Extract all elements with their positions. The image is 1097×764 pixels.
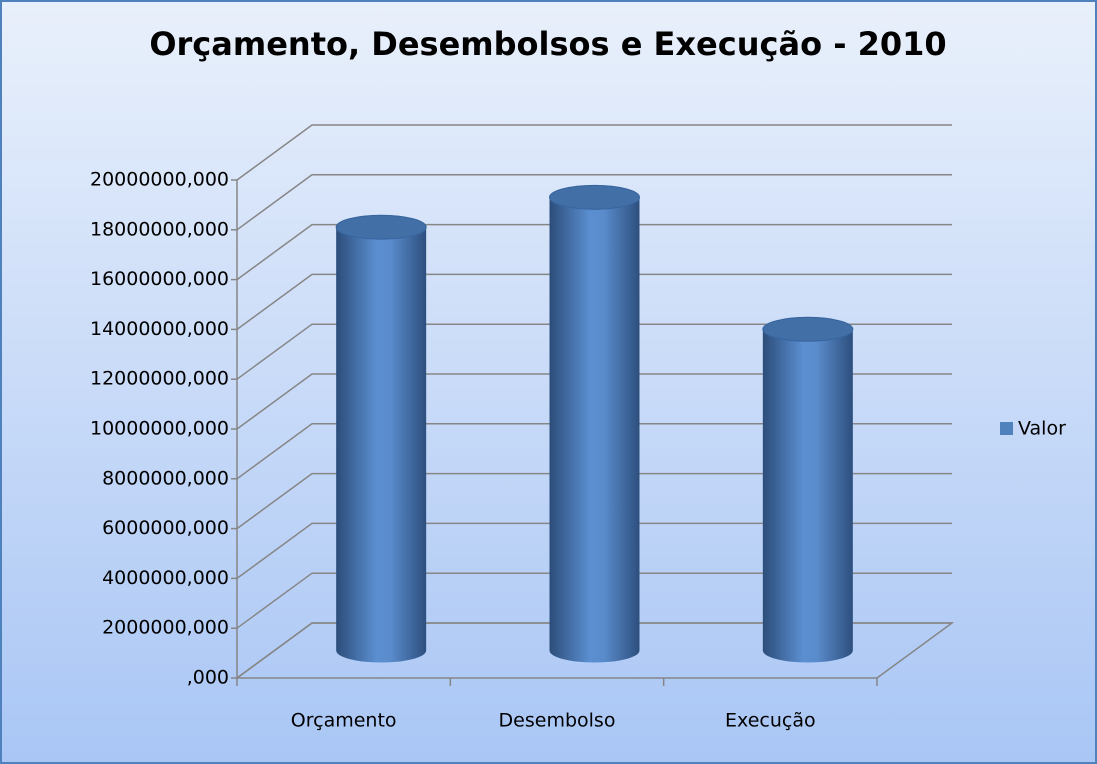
grid-line bbox=[236, 522, 952, 580]
y-tick-label: ,000 bbox=[187, 667, 229, 689]
grid-line bbox=[236, 373, 952, 430]
bar-body bbox=[762, 329, 853, 663]
bar-top bbox=[549, 184, 640, 210]
grid-line bbox=[236, 174, 952, 231]
grid-line bbox=[236, 124, 952, 181]
bar-top-shade bbox=[762, 317, 853, 342]
grid-line bbox=[236, 423, 952, 480]
y-tick-label: 16000000,000 bbox=[90, 268, 229, 290]
y-tick-label: 14000000,000 bbox=[90, 318, 229, 340]
grid-line bbox=[236, 273, 952, 331]
y-tick-label: 18000000,000 bbox=[90, 218, 229, 240]
chart-title: Orçamento, Desembolsos e Execução - 2010 bbox=[149, 25, 946, 63]
bar-top bbox=[335, 214, 427, 240]
y-tick-label: 12000000,000 bbox=[90, 368, 229, 390]
y-tick-label: 10000000,000 bbox=[90, 418, 229, 440]
bar bbox=[335, 214, 427, 663]
y-tick-label: 20000000,000 bbox=[90, 169, 229, 191]
x-tick-label: Orçamento bbox=[291, 710, 397, 732]
y-tick-label: 4000000,000 bbox=[102, 567, 229, 589]
bar-body bbox=[336, 227, 427, 663]
y-tick-label: 6000000,000 bbox=[102, 517, 229, 539]
grid-line bbox=[236, 323, 952, 380]
bar bbox=[762, 316, 854, 663]
bar-top-shade bbox=[549, 185, 640, 210]
grid-line bbox=[236, 223, 952, 281]
grid-line bbox=[236, 622, 952, 679]
legend-swatch bbox=[1000, 422, 1013, 435]
bar-body bbox=[549, 197, 640, 663]
bar-top bbox=[762, 316, 854, 342]
grid-line bbox=[236, 572, 952, 629]
x-tick-label: Desembolso bbox=[499, 710, 616, 732]
y-tick-label: 2000000,000 bbox=[102, 617, 229, 639]
bar-top-shade bbox=[336, 215, 427, 240]
legend-label: Valor bbox=[1018, 418, 1066, 440]
bar bbox=[549, 184, 640, 663]
y-tick-label: 8000000,000 bbox=[102, 467, 229, 489]
x-tick-label: Execução bbox=[725, 710, 816, 732]
grid-line bbox=[236, 472, 952, 530]
